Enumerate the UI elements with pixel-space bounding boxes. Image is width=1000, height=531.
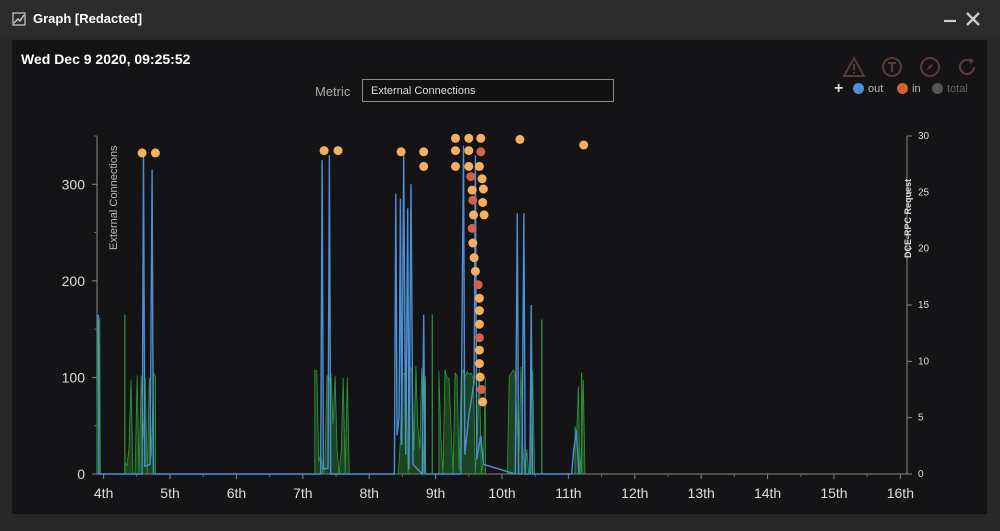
scatter-point — [470, 266, 480, 276]
legend-item-in[interactable]: in — [897, 83, 921, 95]
scatter-point — [474, 333, 484, 343]
y-right-tick-label: 10 — [918, 356, 930, 367]
scatter-point — [464, 146, 474, 156]
scatter-point — [469, 253, 479, 263]
legend-swatch-out — [853, 83, 864, 94]
x-tick-label: 14th — [754, 485, 781, 501]
scatter-point — [466, 172, 476, 182]
scatter-point — [474, 359, 484, 369]
y-right-tick-label: 30 — [918, 131, 930, 142]
legend-swatch-total — [932, 83, 943, 94]
x-tick-label: 15th — [820, 485, 847, 501]
graph-panel: 0 100 200 300 0 5 10 15 20 25 30 4th 5th 6th 7th 8th 9th… — [12, 40, 987, 514]
x-tick-label: 4th — [94, 485, 113, 501]
scatter-point — [476, 385, 486, 394]
scatter-point — [476, 147, 486, 157]
series-out-line — [97, 145, 580, 476]
scatter-point — [473, 280, 483, 290]
legend-label-out: out — [868, 83, 884, 95]
scatter-point — [467, 185, 477, 195]
y-right-tick-label: 15 — [918, 300, 930, 311]
x-tick-label: 13th — [688, 485, 715, 501]
x-tick-label: 10th — [488, 485, 515, 501]
scatter-point — [478, 198, 488, 207]
scatter-point — [474, 319, 484, 329]
series-in-band — [314, 370, 350, 475]
metric-label: Metric — [315, 84, 351, 99]
legend-label-total: total — [947, 83, 968, 95]
close-icon[interactable] — [963, 9, 983, 29]
window-title: Graph [Redacted] — [33, 11, 143, 26]
scatter-point — [419, 147, 429, 157]
scatter-point — [468, 238, 478, 248]
metric-select[interactable]: External Connections — [362, 79, 614, 102]
y-axis-title: External Connections — [108, 145, 120, 250]
scatter-point — [476, 133, 486, 143]
refresh-icon[interactable] — [955, 55, 979, 79]
scatter-point — [477, 174, 487, 184]
connections-chart[interactable]: 0 100 200 300 0 5 10 15 20 25 30 4th 5th 6th 7th 8th 9th… — [12, 40, 987, 514]
legend-swatch-in — [897, 83, 908, 94]
legend-label-in: in — [912, 83, 921, 95]
scatter-point — [474, 306, 484, 316]
y-tick-label: 100 — [62, 369, 86, 385]
x-tick-label: 7th — [293, 485, 312, 501]
compass-icon[interactable] — [918, 55, 942, 79]
y-tick-label: 300 — [62, 176, 86, 192]
scatter-point — [468, 195, 478, 205]
scatter-point — [474, 293, 484, 303]
scatter-point — [451, 146, 460, 156]
x-tick-label: 9th — [426, 485, 445, 501]
scatter-point — [579, 140, 589, 150]
x-tick-label: 11th — [555, 485, 581, 501]
scatter-point — [464, 161, 474, 171]
scatter-point — [150, 148, 160, 158]
scatter-point — [467, 223, 477, 233]
x-tick-label: 12th — [621, 485, 648, 501]
scatter-point — [451, 133, 460, 143]
x-tick-label: 8th — [359, 485, 378, 501]
add-series-button[interactable]: + — [834, 80, 844, 97]
window-titlebar: Graph [Redacted] — [0, 0, 1000, 38]
y-tick-label: 0 — [77, 466, 85, 482]
scatter-point — [451, 161, 460, 171]
scatter-point — [419, 161, 429, 171]
scatter-point — [474, 345, 484, 355]
series-in-band — [124, 371, 156, 475]
y-right-tick-label: 20 — [918, 244, 930, 255]
graph-app-icon — [12, 12, 26, 26]
x-tick-label: 6th — [227, 485, 246, 501]
y-axis-right-title: DCE-RPC Request — [903, 178, 913, 258]
scatter-point — [469, 210, 478, 220]
scatter-point — [515, 134, 525, 144]
scatter-point — [333, 146, 343, 156]
y-tick-label: 200 — [62, 273, 86, 289]
sensor-icon[interactable] — [880, 55, 904, 79]
y-right-tick-label: 5 — [918, 413, 924, 424]
y-right-tick-label: 0 — [918, 469, 924, 480]
scatter-point — [478, 397, 488, 407]
scatter-point — [474, 161, 484, 171]
scatter-point — [479, 210, 489, 220]
scatter-point — [319, 146, 329, 156]
minimize-icon[interactable] — [940, 9, 960, 29]
scatter-point — [137, 148, 147, 158]
scatter-point — [478, 184, 488, 194]
y-right-tick-label: 25 — [918, 187, 930, 198]
x-tick-label: 16th — [887, 485, 914, 501]
timestamp: Wed Dec 9 2020, 09:25:52 — [21, 51, 191, 67]
scatter-point — [475, 372, 485, 382]
warning-icon[interactable] — [842, 55, 866, 79]
series-in-band — [574, 379, 586, 475]
x-tick-label: 5th — [160, 485, 179, 501]
scatter-point — [396, 147, 406, 157]
legend-item-total[interactable]: total — [932, 83, 968, 95]
scatter-point — [464, 133, 474, 143]
legend-item-out[interactable]: out — [853, 83, 883, 95]
